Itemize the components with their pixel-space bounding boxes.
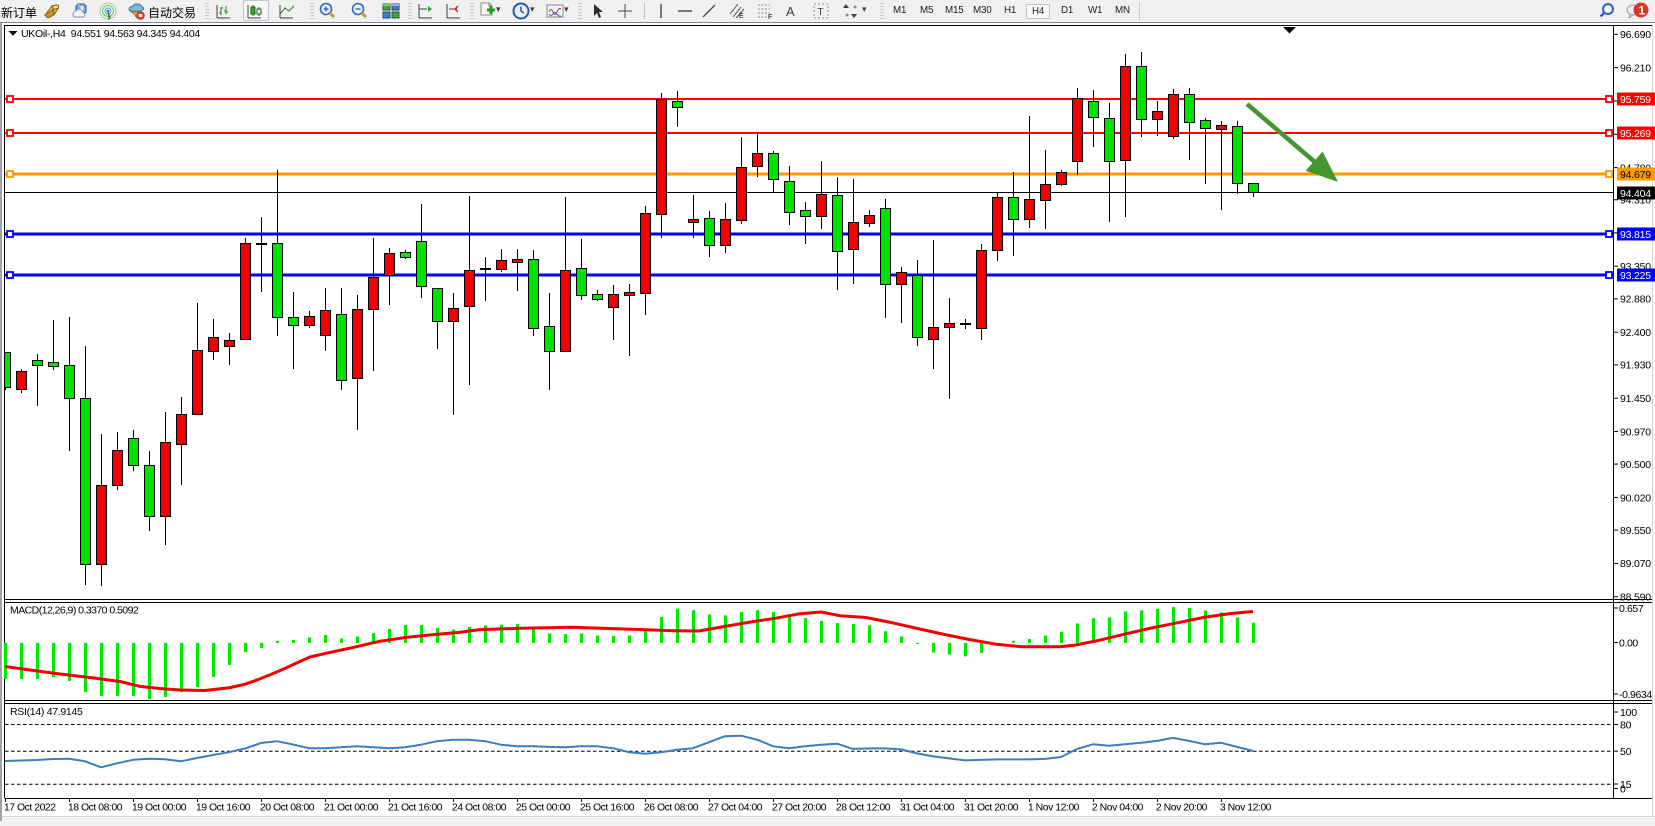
svg-text:95.759: 95.759 bbox=[1620, 94, 1651, 106]
svg-text:18 Oct 08:00: 18 Oct 08:00 bbox=[68, 802, 123, 814]
svg-text:96.690: 96.690 bbox=[1620, 29, 1651, 41]
svg-text:F: F bbox=[768, 14, 772, 20]
svg-text:0.00: 0.00 bbox=[1619, 637, 1638, 649]
svg-text:27 Oct 20:00: 27 Oct 20:00 bbox=[772, 802, 827, 814]
svg-text:94.404: 94.404 bbox=[1620, 188, 1651, 200]
svg-text:1: 1 bbox=[1639, 4, 1646, 18]
svg-text:27 Oct 04:00: 27 Oct 04:00 bbox=[708, 802, 763, 814]
svg-text:2 Nov 04:00: 2 Nov 04:00 bbox=[1092, 802, 1144, 814]
svg-text:91.930: 91.930 bbox=[1620, 360, 1651, 372]
svg-text:21 Oct 16:00: 21 Oct 16:00 bbox=[388, 802, 443, 814]
svg-text:UKOil-,H4 94.551 94.563 94.34: UKOil-,H4 94.551 94.563 94.345 94.404 bbox=[21, 28, 200, 40]
svg-text:31 Oct 04:00: 31 Oct 04:00 bbox=[900, 802, 955, 814]
svg-text:93.815: 93.815 bbox=[1620, 229, 1651, 241]
svg-text:0.657: 0.657 bbox=[1619, 603, 1644, 615]
svg-text:50: 50 bbox=[1620, 746, 1632, 758]
svg-text:2 Nov 20:00: 2 Nov 20:00 bbox=[1156, 802, 1208, 814]
svg-text:19 Oct 16:00: 19 Oct 16:00 bbox=[196, 802, 251, 814]
svg-text:17 Oct 2022: 17 Oct 2022 bbox=[4, 802, 56, 814]
svg-text:95.269: 95.269 bbox=[1620, 128, 1651, 140]
svg-text:28 Oct 12:00: 28 Oct 12:00 bbox=[836, 802, 891, 814]
svg-text:90.970: 90.970 bbox=[1620, 426, 1651, 438]
svg-text:31 Oct 20:00: 31 Oct 20:00 bbox=[964, 802, 1019, 814]
svg-text:E: E bbox=[739, 13, 744, 20]
svg-text:89.070: 89.070 bbox=[1620, 558, 1651, 570]
svg-text:-0.9634: -0.9634 bbox=[1619, 689, 1652, 701]
svg-text:94.679: 94.679 bbox=[1620, 169, 1651, 181]
svg-text:MACD(12,26,9) 0.3370 0.5092: MACD(12,26,9) 0.3370 0.5092 bbox=[10, 605, 139, 617]
svg-text:93.225: 93.225 bbox=[1620, 270, 1651, 282]
svg-text:0: 0 bbox=[1620, 783, 1626, 795]
svg-text:15: 15 bbox=[1620, 779, 1632, 791]
svg-text:80: 80 bbox=[1620, 719, 1632, 731]
svg-text:90.500: 90.500 bbox=[1620, 459, 1651, 471]
svg-text:25 Oct 16:00: 25 Oct 16:00 bbox=[580, 802, 635, 814]
svg-text:100: 100 bbox=[1620, 707, 1637, 719]
svg-text:90.020: 90.020 bbox=[1620, 492, 1651, 504]
svg-text:RSI(14) 47.9145: RSI(14) 47.9145 bbox=[10, 706, 83, 718]
svg-text:92.400: 92.400 bbox=[1620, 327, 1651, 339]
svg-text:20 Oct 08:00: 20 Oct 08:00 bbox=[260, 802, 315, 814]
svg-text:21 Oct 00:00: 21 Oct 00:00 bbox=[324, 802, 379, 814]
svg-text:25 Oct 00:00: 25 Oct 00:00 bbox=[516, 802, 571, 814]
svg-text:89.550: 89.550 bbox=[1620, 525, 1651, 537]
svg-text:3 Nov 12:00: 3 Nov 12:00 bbox=[1220, 802, 1272, 814]
svg-text:96.210: 96.210 bbox=[1620, 62, 1651, 74]
svg-text:91.450: 91.450 bbox=[1620, 393, 1651, 405]
svg-text:1 Nov 12:00: 1 Nov 12:00 bbox=[1028, 802, 1080, 814]
svg-text:19 Oct 00:00: 19 Oct 00:00 bbox=[132, 802, 187, 814]
svg-text:92.880: 92.880 bbox=[1620, 294, 1651, 306]
svg-text:T: T bbox=[818, 7, 824, 18]
svg-text:24 Oct 08:00: 24 Oct 08:00 bbox=[452, 802, 507, 814]
svg-text:88.590: 88.590 bbox=[1620, 592, 1651, 604]
svg-text:26 Oct 08:00: 26 Oct 08:00 bbox=[644, 802, 699, 814]
